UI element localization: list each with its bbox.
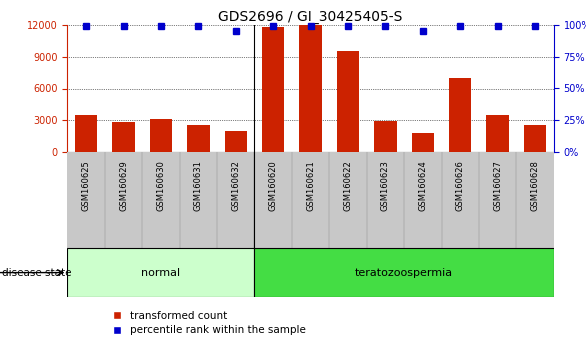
Text: GSM160620: GSM160620 <box>268 160 278 211</box>
Text: normal: normal <box>141 268 180 278</box>
Text: GSM160623: GSM160623 <box>381 160 390 211</box>
Title: GDS2696 / GI_30425405-S: GDS2696 / GI_30425405-S <box>219 10 403 24</box>
Bar <box>337 51 359 152</box>
Text: GSM160629: GSM160629 <box>119 160 128 211</box>
Text: GSM160622: GSM160622 <box>343 160 353 211</box>
Text: GSM160631: GSM160631 <box>194 160 203 211</box>
Text: GSM160630: GSM160630 <box>156 160 165 211</box>
Bar <box>254 248 554 297</box>
Bar <box>67 248 254 297</box>
Bar <box>374 121 397 152</box>
Text: teratozoospermia: teratozoospermia <box>355 268 453 278</box>
Text: GSM160624: GSM160624 <box>418 160 427 211</box>
Bar <box>411 133 434 152</box>
Bar <box>449 78 472 152</box>
Bar <box>224 131 247 152</box>
Bar <box>113 122 135 152</box>
Text: GSM160625: GSM160625 <box>81 160 91 211</box>
Bar <box>75 115 97 152</box>
Bar <box>187 125 210 152</box>
Bar <box>299 25 322 152</box>
Bar <box>486 115 509 152</box>
Text: disease state: disease state <box>2 268 71 278</box>
Text: GSM160621: GSM160621 <box>306 160 315 211</box>
Text: GSM160628: GSM160628 <box>530 160 540 211</box>
Legend: transformed count, percentile rank within the sample: transformed count, percentile rank withi… <box>106 311 306 335</box>
Text: GSM160627: GSM160627 <box>493 160 502 211</box>
Text: GSM160626: GSM160626 <box>456 160 465 211</box>
Text: GSM160632: GSM160632 <box>231 160 240 211</box>
Bar <box>149 119 172 152</box>
Bar <box>524 125 546 152</box>
Bar <box>262 27 284 152</box>
